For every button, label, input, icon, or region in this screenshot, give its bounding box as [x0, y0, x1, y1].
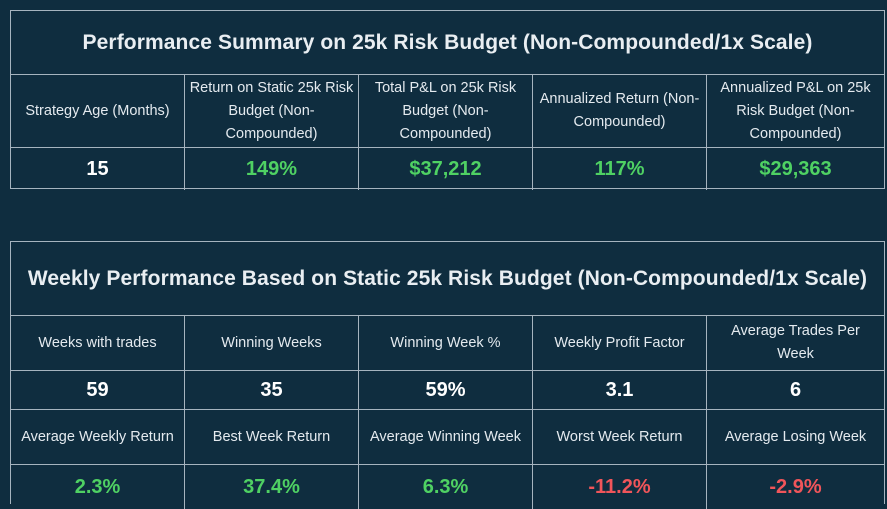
header-total-pnl: Total P&L on 25k Risk Budget (Non-Compou…: [359, 75, 533, 147]
weekly-value-row-2: 2.3% 37.4% 6.3% -11.2% -2.9%: [11, 465, 884, 509]
value-best-week-return: 37.4%: [185, 465, 359, 509]
value-winning-week-pct: 59%: [359, 371, 533, 409]
performance-summary-table: Performance Summary on 25k Risk Budget (…: [10, 10, 885, 190]
value-avg-trades-per-week: 6: [789, 378, 802, 401]
summary-header-row: Strategy Age (Months) Return on Static 2…: [11, 75, 884, 148]
header-weekly-profit-factor: Weekly Profit Factor: [533, 316, 707, 370]
header-avg-weekly-return: Average Weekly Return: [11, 410, 185, 464]
weekly-header-row-1: Weeks with trades Winning Weeks Winning …: [11, 316, 884, 371]
value-worst-week-return: -11.2%: [533, 465, 707, 509]
value-winning-weeks: 35: [185, 371, 359, 409]
header-best-week-return: Best Week Return: [185, 410, 359, 464]
header-winning-weeks: Winning Weeks: [185, 316, 359, 370]
header-annualized-return: Annualized Return (Non-Compounded): [533, 75, 707, 147]
header-worst-week-return: Worst Week Return: [533, 410, 707, 464]
weekly-header-row-2: Average Weekly Return Best Week Return A…: [11, 410, 884, 465]
header-weeks-with-trades: Weeks with trades: [11, 316, 185, 370]
value-annualized-return: 117%: [533, 148, 707, 190]
header-return-static: Return on Static 25k Risk Budget (Non-Co…: [185, 75, 359, 147]
weekly-value-row-1: 59 35 59% 3.1 6: [11, 371, 884, 410]
header-avg-winning-week: Average Winning Week: [359, 410, 533, 464]
summary-title: Performance Summary on 25k Risk Budget (…: [11, 11, 884, 75]
value-weekly-profit-factor: 3.1: [533, 371, 707, 409]
header-winning-week-pct: Winning Week %: [359, 316, 533, 370]
header-avg-trades-per-week: Average Trades Per Week: [731, 323, 860, 362]
summary-value-row: 15 149% $37,212 117% $29,363: [11, 148, 884, 190]
value-strategy-age: 15: [11, 148, 185, 190]
header-strategy-age: Strategy Age (Months): [11, 75, 185, 147]
header-avg-losing-week: Average Losing Week: [724, 428, 867, 445]
value-annualized-pnl: $29,363: [759, 157, 832, 180]
weekly-performance-table: Weekly Performance Based on Static 25k R…: [10, 241, 885, 509]
header-annualized-pnl: Annualized P&L on 25k Risk Budget (Non-C…: [720, 79, 871, 142]
weekly-title: Weekly Performance Based on Static 25k R…: [11, 242, 884, 316]
value-avg-weekly-return: 2.3%: [11, 465, 185, 509]
value-weeks-with-trades: 59: [11, 371, 185, 409]
value-total-pnl: $37,212: [359, 148, 533, 190]
value-return-static: 149%: [185, 148, 359, 190]
value-avg-losing-week: -2.9%: [769, 475, 822, 498]
value-avg-winning-week: 6.3%: [359, 465, 533, 509]
